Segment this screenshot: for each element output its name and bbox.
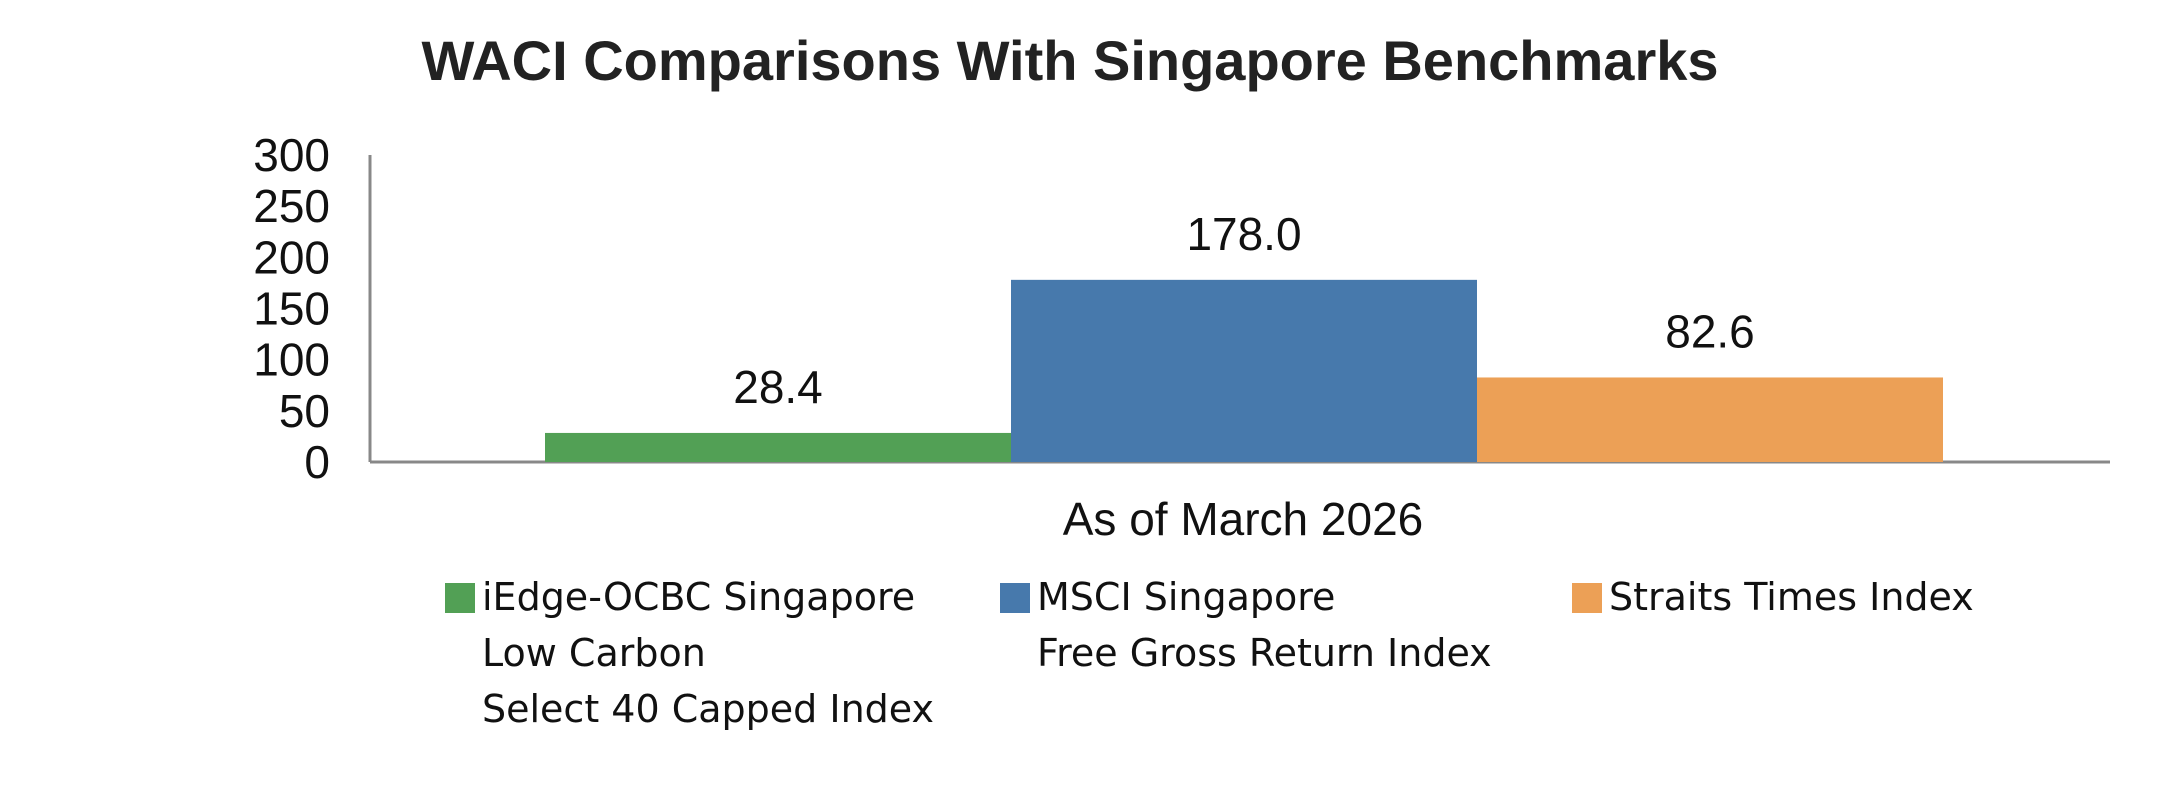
legend-item-2: MSCI Singapore Free Gross Return Index xyxy=(1000,575,1492,675)
legend-label-line: MSCI Singapore xyxy=(1037,575,1335,619)
y-tick-label: 250 xyxy=(253,180,330,232)
bar-series-3 xyxy=(1477,377,1943,462)
bars-group xyxy=(545,279,1943,462)
y-tick-label: 50 xyxy=(279,385,330,437)
legend-item-3: Straits Times Index xyxy=(1572,575,1974,619)
bar-series-1 xyxy=(545,432,1011,462)
legend-swatch xyxy=(1572,583,1602,613)
y-tick-label: 0 xyxy=(304,436,330,488)
x-category-label: As of March 2026 xyxy=(1063,493,1424,545)
y-tick-label: 200 xyxy=(253,231,330,283)
legend: iEdge-OCBC Singapore Low Carbon Select 40 … xyxy=(445,575,1974,731)
y-tick-label: 150 xyxy=(253,283,330,335)
data-label-series-2: 178.0 xyxy=(1186,208,1301,260)
legend-swatch xyxy=(1000,583,1030,613)
bar-series-2 xyxy=(1011,279,1477,462)
legend-label-line: Free Gross Return Index xyxy=(1037,631,1492,675)
legend-item-1: iEdge-OCBC Singapore Low Carbon Select 40 … xyxy=(445,575,934,731)
y-tick-label: 100 xyxy=(253,334,330,386)
y-tick-label: 300 xyxy=(253,129,330,181)
data-label-series-3: 82.6 xyxy=(1665,305,1755,357)
legend-label-line: Select 40 Capped Index xyxy=(482,687,934,731)
data-labels-group: 28.4 178.0 82.6 xyxy=(733,208,1755,413)
legend-label-line: Low Carbon xyxy=(482,631,706,675)
legend-label-line: iEdge-OCBC Singapore xyxy=(482,575,915,619)
chart-title: WACI Comparisons With Singapore Benchmar… xyxy=(421,29,1718,92)
legend-label-line: Straits Times Index xyxy=(1609,575,1974,619)
data-label-series-1: 28.4 xyxy=(733,361,823,413)
legend-swatch xyxy=(445,583,475,613)
